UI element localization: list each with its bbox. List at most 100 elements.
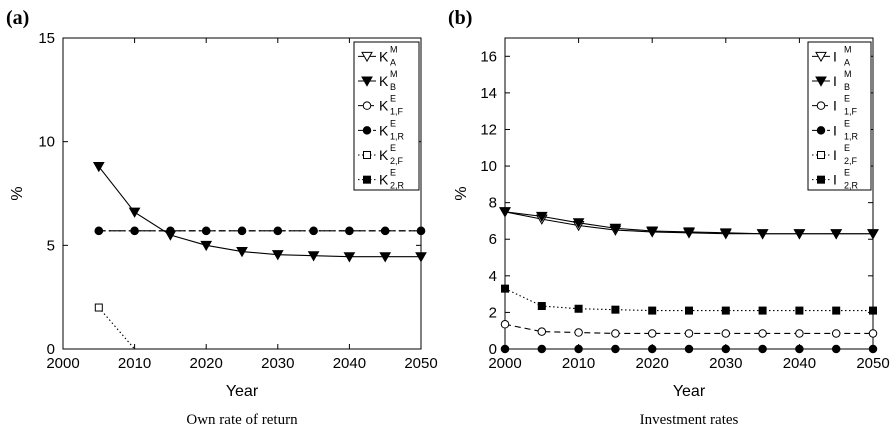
legend-label: K	[379, 98, 389, 114]
data-point	[271, 250, 284, 261]
legend-label: I	[833, 98, 837, 114]
data-point	[574, 344, 583, 354]
legend-label-subscript: 1,F	[844, 107, 858, 117]
x-tick-label: 2020	[636, 355, 669, 372]
y-tick-label: 0	[489, 341, 497, 358]
legend-label-subscript: B	[844, 82, 850, 92]
x-tick-label: 2010	[118, 355, 151, 372]
data-point	[309, 226, 318, 236]
x-tick-label: 2020	[190, 355, 223, 372]
series-line	[98, 307, 136, 350]
legend-marker	[816, 126, 826, 135]
legend-label: K	[379, 73, 389, 89]
data-point	[380, 226, 390, 236]
legend-label-subscript: 1,R	[390, 131, 405, 141]
legend-label-subscript: 2,R	[390, 181, 405, 191]
series-line	[98, 166, 421, 258]
y-tick-label: 16	[480, 48, 497, 65]
data-point	[130, 226, 139, 236]
data-point	[756, 229, 769, 240]
data-point	[758, 344, 767, 354]
legend-marker	[815, 51, 827, 63]
legend-label-subscript: 2,F	[390, 156, 404, 166]
legend-marker	[362, 101, 372, 110]
data-point	[793, 229, 806, 240]
x-tick-label: 2030	[709, 355, 742, 372]
data-point	[685, 306, 693, 315]
data-point	[128, 207, 141, 218]
data-point	[499, 207, 511, 218]
legend-label-superscript: E	[844, 168, 850, 178]
legend-entry: K E 2,F	[358, 143, 404, 166]
legend-box	[807, 41, 872, 191]
data-point	[868, 344, 878, 354]
legend-entry: K E 2,R	[358, 168, 405, 191]
data-point	[721, 344, 731, 354]
legend-entry: I MB	[812, 69, 852, 92]
legend-label-superscript: E	[390, 143, 396, 153]
data-point	[611, 305, 620, 314]
legend-marker	[361, 76, 373, 87]
y-tick-label: 4	[489, 268, 497, 285]
panel-label: (a)	[6, 7, 29, 29]
legend-label-superscript: E	[844, 94, 850, 104]
legend-entry: I E 1,F	[812, 94, 858, 117]
legend-label-superscript: E	[390, 168, 396, 178]
x-tick-label: 2050	[856, 355, 889, 372]
legend-label-subscript: 1,F	[390, 107, 404, 117]
legend-marker	[362, 126, 372, 135]
data-point	[795, 344, 804, 354]
legend-label-superscript: M	[390, 44, 398, 54]
data-point	[647, 329, 657, 338]
data-point	[273, 226, 283, 236]
data-point	[236, 247, 248, 258]
panel-caption: Investment rates	[640, 412, 739, 428]
legend-marker	[363, 175, 371, 184]
data-point	[831, 344, 841, 354]
legend-label-subscript: A	[390, 57, 396, 67]
data-point	[94, 303, 103, 312]
legend-label: K	[379, 48, 389, 64]
x-axis-label: Year	[673, 383, 706, 400]
data-point	[758, 306, 767, 315]
legend-label: I	[833, 172, 837, 188]
data-point	[868, 329, 878, 338]
legend-entry: K MB	[358, 69, 398, 92]
data-point	[379, 252, 392, 263]
data-point	[535, 211, 548, 223]
data-point	[166, 226, 175, 236]
data-point	[609, 223, 622, 235]
series-I_1,R^E	[500, 344, 878, 354]
data-point	[684, 344, 694, 354]
legend-label: I	[833, 73, 837, 89]
x-tick-label: 2040	[333, 355, 366, 372]
legend-label: I	[833, 147, 837, 163]
data-point	[646, 226, 659, 237]
x-tick-label: 2000	[488, 355, 521, 372]
x-axis-label: Year	[226, 383, 259, 400]
data-point	[795, 329, 804, 338]
panel-caption: Own rate of return	[186, 412, 298, 428]
legend-label-superscript: M	[844, 44, 852, 54]
legend-entry: K E 1,F	[358, 94, 404, 117]
legend-label-subscript: 2,R	[844, 181, 859, 191]
y-tick-label: 10	[480, 158, 497, 175]
data-point	[572, 218, 585, 229]
data-point	[500, 320, 510, 329]
data-point	[574, 328, 583, 337]
x-tick-label: 2030	[261, 355, 294, 372]
legend: K MAK MBK E1,FK E1,RK E2,FK E2,R	[353, 41, 420, 191]
data-point	[647, 344, 657, 354]
data-point	[830, 229, 843, 240]
x-tick-label: 2000	[46, 355, 79, 372]
legend-label: K	[379, 122, 389, 138]
data-point	[343, 252, 356, 263]
data-point	[867, 229, 879, 240]
data-point	[574, 304, 583, 313]
y-tick-label: 5	[47, 237, 55, 254]
data-point	[795, 306, 804, 315]
legend-label: K	[379, 147, 389, 163]
legend-entry: I E 2,F	[812, 143, 858, 166]
data-point	[501, 284, 509, 293]
x-tick-label: 2010	[562, 355, 595, 372]
